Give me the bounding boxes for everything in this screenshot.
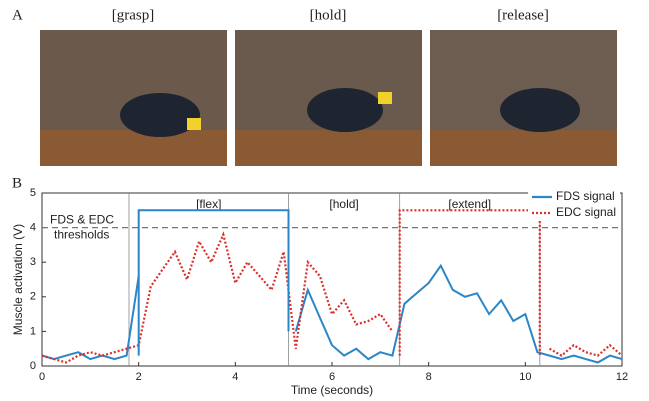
phase-label: [hold] — [329, 197, 358, 211]
y-tick-label: 1 — [30, 325, 36, 337]
phase-label: [flex] — [196, 197, 221, 211]
photo-caption: [release] — [497, 7, 549, 23]
x-tick-label: 6 — [329, 371, 335, 383]
series-line — [139, 210, 289, 355]
panel-label: A — [12, 7, 23, 23]
x-tick-label: 0 — [39, 371, 45, 383]
legend-label: FDS signal — [556, 189, 615, 203]
y-tick-label: 5 — [30, 187, 36, 199]
y-tick-label: 0 — [30, 360, 36, 372]
series-line — [400, 210, 540, 355]
x-axis-label: Time (seconds) — [291, 383, 373, 397]
object — [187, 118, 201, 130]
y-tick-label: 3 — [30, 256, 36, 268]
photo-table — [430, 130, 617, 166]
glove — [500, 88, 580, 132]
panel-label: B — [12, 175, 22, 191]
x-tick-label: 4 — [232, 371, 238, 383]
photos — [40, 30, 617, 166]
phase-label: [extend] — [448, 197, 491, 211]
y-tick-label: 4 — [30, 222, 36, 234]
x-tick-label: 12 — [616, 371, 628, 383]
photo-caption: [grasp] — [112, 7, 154, 23]
x-tick-label: 10 — [519, 371, 531, 383]
photo-table — [40, 130, 227, 166]
y-axis-label: Muscle activation (V) — [11, 224, 25, 335]
figure: A B [grasp][hold][release]02468101201234… — [0, 0, 649, 401]
photo-caption: [hold] — [310, 7, 347, 23]
glove — [120, 93, 200, 137]
x-tick-label: 8 — [426, 371, 432, 383]
object — [378, 92, 392, 104]
glove — [307, 88, 383, 132]
page: {"panel_a": {"label": "A", "photos": ["[… — [0, 0, 649, 401]
y-tick-label: 2 — [30, 291, 36, 303]
x-tick-label: 2 — [136, 371, 142, 383]
legend-label: EDC signal — [556, 205, 616, 219]
photo-table — [235, 130, 422, 166]
